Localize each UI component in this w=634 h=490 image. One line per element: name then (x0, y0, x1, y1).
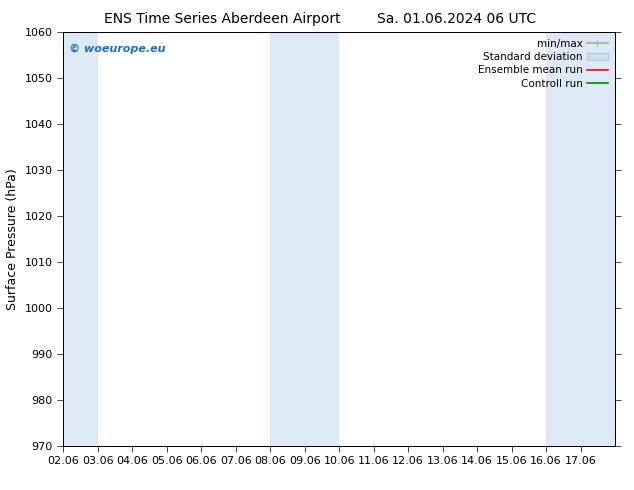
Y-axis label: Surface Pressure (hPa): Surface Pressure (hPa) (6, 168, 19, 310)
Bar (63, 32, 98, 446)
Text: Sa. 01.06.2024 06 UTC: Sa. 01.06.2024 06 UTC (377, 12, 536, 26)
Bar (270, 32, 339, 446)
Legend: min/max, Standard deviation, Ensemble mean run, Controll run: min/max, Standard deviation, Ensemble me… (476, 37, 610, 91)
Text: ENS Time Series Aberdeen Airport: ENS Time Series Aberdeen Airport (103, 12, 340, 26)
Text: © woeurope.eu: © woeurope.eu (69, 44, 165, 54)
Bar (546, 32, 615, 446)
